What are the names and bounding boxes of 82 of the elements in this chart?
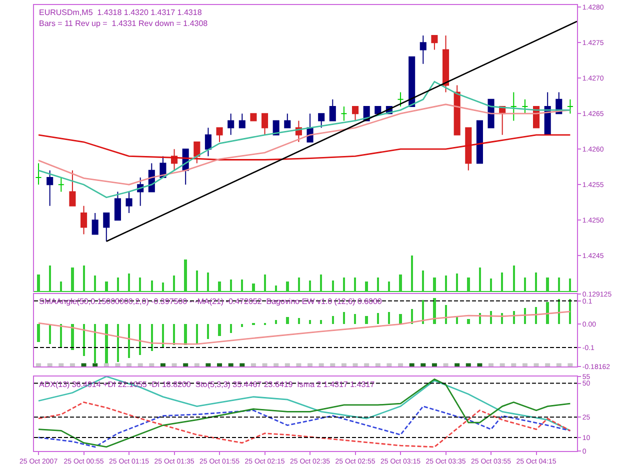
line-series [38,134,571,160]
bar [207,324,209,340]
bar [298,318,300,324]
bar [275,320,277,324]
bar [49,324,51,344]
line-series [38,376,571,432]
candlestick [284,113,291,128]
line-series [38,378,571,448]
candlestick [420,35,426,64]
candlestick [454,84,460,136]
bar [218,324,221,336]
bar [117,324,119,362]
candlestick [114,191,121,221]
text: Bars = 11 Rev up = 1.4331 Rev down = 1.4308 [39,19,208,28]
candlestick [352,106,359,122]
candlestick [566,98,574,114]
bar [524,308,526,324]
candlestick [46,170,54,206]
bar [94,324,96,364]
bar [184,324,187,346]
bar [173,324,175,346]
candlestick [465,127,472,171]
candlestick [216,127,223,142]
bar [128,324,130,358]
bar [60,324,62,348]
bar [332,316,334,324]
bar [343,312,345,324]
candlestick [272,120,280,136]
bar [377,313,379,324]
candlestick [442,35,450,93]
candlestick [194,142,200,164]
candlestick [329,98,336,122]
candlestick [250,113,257,122]
candlestick [69,170,76,206]
bar [37,324,40,342]
bar [162,324,164,348]
bar [71,324,74,350]
line-series [38,104,571,186]
bar [411,309,413,324]
bar [433,298,436,324]
bar [151,324,153,352]
bar [546,302,549,324]
candlestick [204,127,212,157]
bar [365,316,368,324]
bar [241,324,243,328]
bar [83,324,85,356]
bar [388,312,390,324]
candlestick [58,177,64,192]
bar [230,324,232,334]
candlestick [126,191,132,214]
bar [399,314,402,324]
candlestick [408,56,416,108]
bar [569,299,571,324]
candlestick [92,212,98,235]
line-series [38,310,571,345]
candlestick [238,113,246,128]
bar [286,317,289,324]
bar [422,300,424,324]
candlestick [80,205,88,235]
chart-title: EURUSDm,M5 1.4318 1.4320 1.4317 1.4318 [39,8,202,17]
bar [490,311,492,324]
candlestick [318,113,325,128]
candlestick [340,106,348,122]
bar [309,320,311,324]
candlestick [431,35,438,50]
bar [354,314,356,324]
candlestick [103,212,110,242]
bar [139,324,141,356]
candlestick [397,92,404,108]
candlestick [35,162,42,186]
candlestick [510,92,517,122]
bar [558,299,560,324]
candlestick [262,113,268,136]
candlestick [228,113,234,136]
bar [467,319,470,324]
line-series [38,80,571,198]
bar [196,324,198,344]
candlestick [522,98,528,114]
bar [535,307,537,324]
candlestick [476,120,483,164]
bar [445,305,447,324]
bar [320,320,322,324]
